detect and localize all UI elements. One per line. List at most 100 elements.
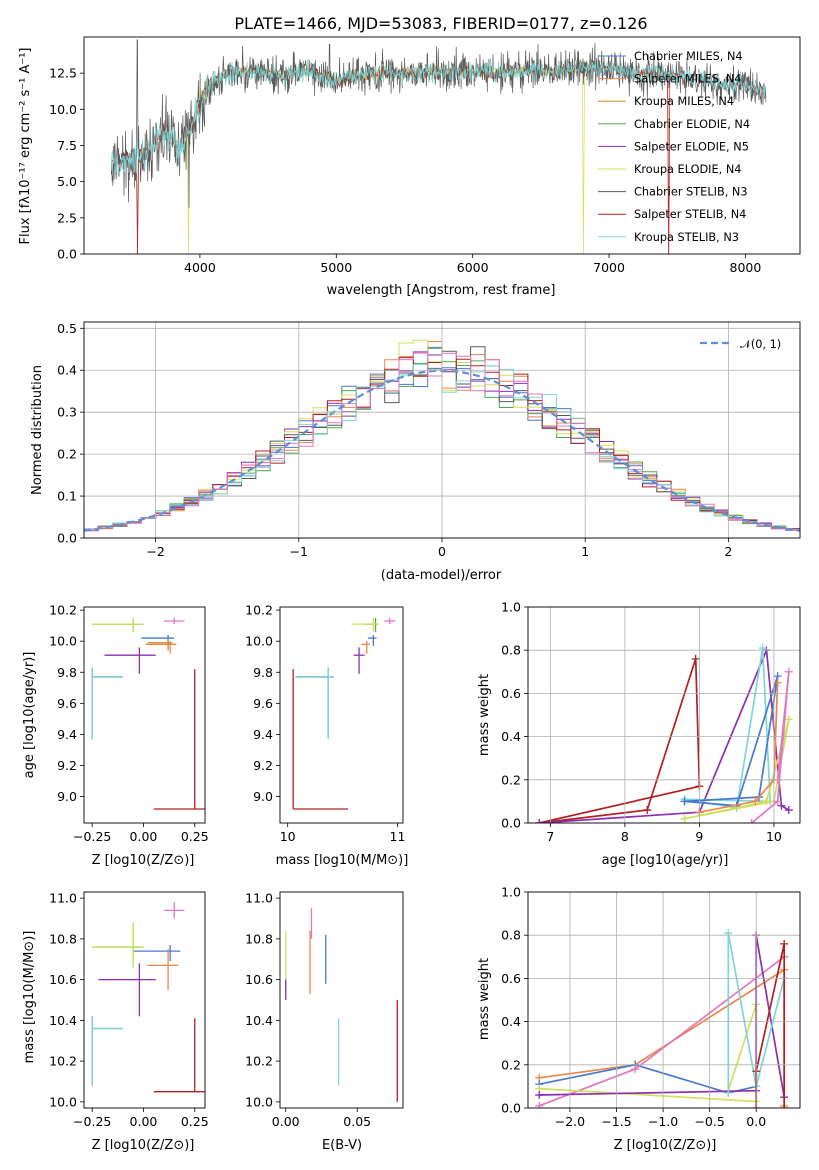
legend-label: Kroupa STELIB, N3 xyxy=(634,231,739,244)
weight-point xyxy=(691,654,700,663)
plot-area-3 xyxy=(292,617,396,810)
residual-xlabel: (data-model)/error xyxy=(381,568,502,583)
zage-xlabel: Z [log10(Z/Z⊙)] xyxy=(92,853,195,868)
weight-point xyxy=(773,678,782,687)
spectrum-line-kroupa-stelib xyxy=(110,58,767,177)
x-tick-label: −1 xyxy=(290,544,308,559)
zmass-xlabel: Z [log10(Z/Z⊙)] xyxy=(92,1138,195,1153)
y-tick-label: 9.4 xyxy=(57,727,77,742)
axes-frame xyxy=(527,891,801,1109)
weight-point xyxy=(780,939,789,948)
legend-label: 𝒩(0, 1) xyxy=(740,338,781,351)
y-tick-label: 0.4 xyxy=(501,1014,521,1029)
x-tick-label: 11 xyxy=(390,829,406,844)
y-tick-label: 0.6 xyxy=(501,971,521,986)
spectrum-line-salpeter-miles xyxy=(136,63,670,254)
weight-point xyxy=(777,801,786,810)
axes-frame xyxy=(83,36,801,255)
spectrum-ylabel: Flux [fλ10⁻¹⁷ erg cm⁻² s⁻¹ A⁻¹] xyxy=(18,48,33,245)
residual-ylabel: Normed distribution xyxy=(30,365,45,495)
x-tick-label: 0.00 xyxy=(130,1114,158,1129)
y-tick-label: 0.2 xyxy=(501,772,521,787)
y-tick-label: 11.0 xyxy=(245,891,273,906)
y-tick-label: 10.6 xyxy=(49,972,77,987)
y-tick-label: 0.2 xyxy=(501,1057,521,1072)
y-tick-label: 0.5 xyxy=(57,321,77,336)
x-tick-label: 7000 xyxy=(593,260,625,275)
weight-point xyxy=(784,806,793,815)
axes-frame xyxy=(83,891,206,1109)
y-tick-label: 9.2 xyxy=(253,758,273,773)
x-tick-label: −1.5 xyxy=(601,1114,631,1129)
y-tick-label: 9.0 xyxy=(57,789,77,804)
weight-point xyxy=(724,1088,733,1097)
x-tick-label: −2.0 xyxy=(555,1114,585,1129)
x-tick-label: 0.00 xyxy=(130,829,158,844)
y-tick-label: 1.0 xyxy=(501,885,521,900)
y-tick-label: 10.6 xyxy=(245,972,273,987)
y-tick-label: 0.4 xyxy=(57,363,77,378)
y-tick-label: 10.2 xyxy=(49,603,77,618)
y-tick-label: 2.5 xyxy=(57,210,77,225)
weight-point xyxy=(780,1104,789,1108)
plot-area-4 xyxy=(535,644,793,823)
x-tick-label: −1.0 xyxy=(648,1114,678,1129)
legend-label: Chabrier STELIB, N3 xyxy=(634,186,748,199)
massage-xlabel: mass [log10(M/M⊙)] xyxy=(276,853,409,868)
y-tick-label: 0.3 xyxy=(57,405,77,420)
spectrum-xlabel: wavelength [Angstrom, rest frame] xyxy=(327,283,556,298)
y-tick-label: 9.0 xyxy=(253,789,273,804)
weight-line xyxy=(699,682,779,814)
x-tick-label: 0.25 xyxy=(181,829,209,844)
weight-point xyxy=(680,797,689,806)
x-tick-label: −0.25 xyxy=(73,829,111,844)
weight-line xyxy=(539,1063,757,1094)
x-tick-label: 6000 xyxy=(457,260,489,275)
y-tick-label: 10.8 xyxy=(245,931,273,946)
x-tick-label: −0.25 xyxy=(73,1114,111,1129)
plot-area-5 xyxy=(91,902,205,1093)
plot-area-6 xyxy=(285,908,398,1102)
y-tick-label: 10.0 xyxy=(245,634,273,649)
weight-line xyxy=(539,658,701,823)
y-tick-label: 9.6 xyxy=(253,696,273,711)
x-tick-label: 9 xyxy=(695,829,703,844)
y-tick-label: 10.0 xyxy=(49,1094,77,1109)
x-tick-label: 4000 xyxy=(184,260,216,275)
weight-point xyxy=(784,667,793,676)
y-tick-label: 0.0 xyxy=(501,1101,521,1116)
ebv-xlabel: E(B-V) xyxy=(322,1138,362,1153)
weight-point xyxy=(535,1091,544,1100)
weight-point xyxy=(680,814,689,823)
weight-line xyxy=(727,932,786,1093)
spectrum-title: PLATE=1466, MJD=53083, FIBERID=0177, z=0… xyxy=(234,14,647,33)
y-tick-label: 10.2 xyxy=(245,1054,273,1069)
y-tick-label: 9.2 xyxy=(57,758,77,773)
y-tick-label: 10.4 xyxy=(245,1013,273,1028)
x-tick-label: 0.25 xyxy=(181,1114,209,1129)
weight-point xyxy=(762,797,771,806)
weight-point xyxy=(724,929,733,938)
x-tick-label: 8 xyxy=(621,829,629,844)
y-tick-label: 10.0 xyxy=(49,634,77,649)
legend-label: Chabrier MILES, N4 xyxy=(634,50,743,63)
axes-frame xyxy=(279,606,404,824)
spectrum-line-kroupa-elodie xyxy=(185,60,585,254)
weight-point xyxy=(631,1065,640,1074)
zw-ylabel: mass weight xyxy=(477,958,492,1040)
plot-area-0 xyxy=(110,39,767,254)
weight-point xyxy=(747,819,756,823)
y-tick-label: 0.8 xyxy=(501,643,521,658)
y-tick-label: 11.0 xyxy=(49,891,77,906)
y-tick-label: 0.2 xyxy=(57,447,77,462)
x-tick-label: 8000 xyxy=(730,260,762,275)
spectrum-line-kroupa-miles xyxy=(136,62,670,254)
y-tick-label: 10.2 xyxy=(49,1054,77,1069)
x-tick-label: −2 xyxy=(146,544,164,559)
weight-point xyxy=(758,644,767,653)
x-tick-label: 7 xyxy=(546,829,554,844)
x-tick-label: 5000 xyxy=(320,260,352,275)
y-tick-label: 1.0 xyxy=(501,600,521,615)
y-tick-label: 9.4 xyxy=(253,727,273,742)
